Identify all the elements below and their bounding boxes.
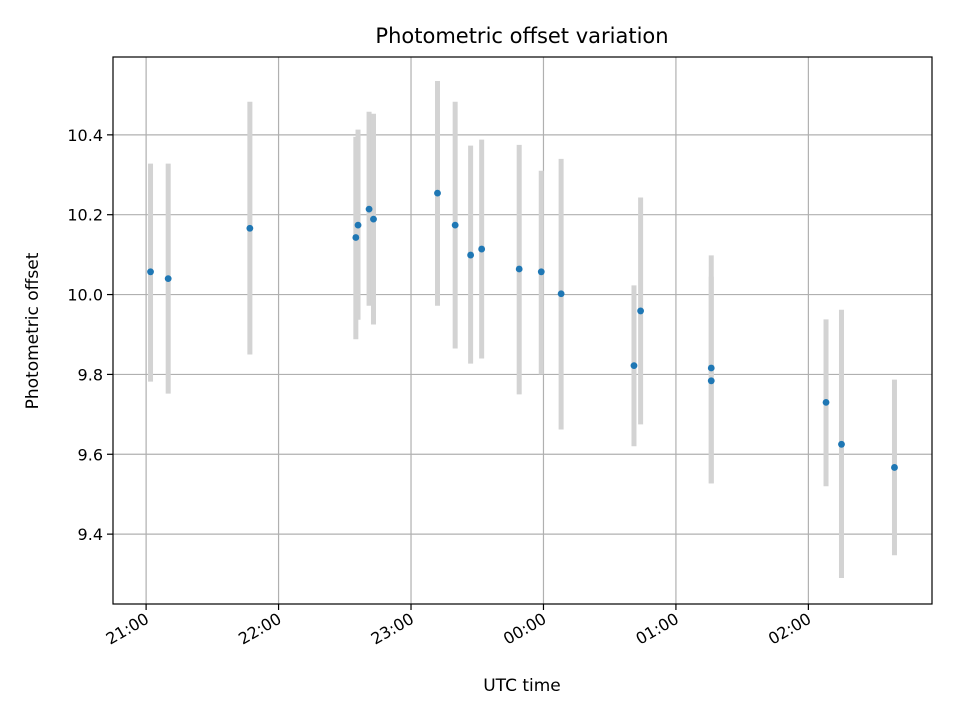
data-point: [147, 268, 154, 276]
y-tick-label: 9.4: [78, 525, 103, 544]
data-point: [365, 205, 373, 213]
data-point: [557, 290, 565, 298]
y-tick-label: 10.2: [67, 206, 103, 225]
data-point: [246, 224, 254, 232]
data-point: [354, 221, 362, 229]
y-axis-label: Photometric offset: [23, 252, 43, 409]
data-points: [147, 189, 898, 471]
data-point: [370, 215, 377, 223]
data-point: [467, 251, 475, 259]
data-point: [478, 245, 486, 253]
data-point: [352, 234, 360, 241]
y-tick-label: 10.4: [67, 126, 103, 145]
chart-title: Photometric offset variation: [375, 24, 668, 48]
data-point: [451, 221, 459, 229]
data-point: [515, 265, 523, 273]
data-point: [707, 364, 715, 372]
data-point: [838, 440, 845, 448]
plot-frame: [112, 56, 933, 605]
data-point: [891, 464, 898, 471]
data-point: [637, 307, 645, 315]
grid: [113, 57, 932, 604]
y-tick-label: 9.8: [78, 365, 103, 384]
data-point: [822, 398, 830, 406]
y-axis: 9.4 9.6 9.8 10.0 10.2 10.4: [67, 126, 113, 544]
y-tick-label: 9.6: [78, 445, 103, 464]
data-point: [434, 189, 441, 197]
x-axis-label: UTC time: [483, 676, 561, 696]
data-point: [630, 362, 638, 370]
data-point: [537, 268, 545, 276]
data-point: [164, 275, 172, 282]
data-point: [707, 377, 715, 385]
y-tick-label: 10.0: [67, 286, 103, 305]
